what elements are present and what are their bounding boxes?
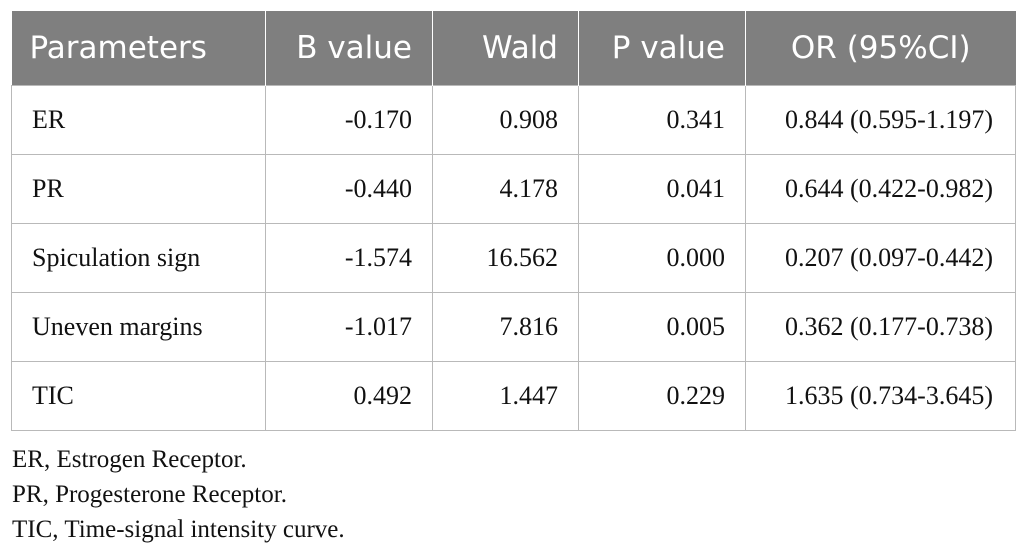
table-row: Spiculation sign -1.574 16.562 0.000 0.2…	[11, 223, 1016, 293]
cell-parameter: Uneven margins	[11, 292, 266, 362]
header-or-ci: OR (95%CI)	[745, 11, 1016, 86]
footnote-pr: PR, Progesterone Receptor.	[12, 481, 287, 508]
table-body: ER -0.170 0.908 0.341 0.844 (0.595-1.197…	[11, 85, 1016, 431]
cell-b-value: -1.017	[265, 292, 433, 362]
cell-p-value: 0.041	[578, 154, 746, 224]
cell-p-value: 0.005	[578, 292, 746, 362]
cell-p-value: 0.229	[578, 361, 746, 431]
cell-or-ci: 0.207 (0.097-0.442)	[745, 223, 1016, 293]
cell-b-value: -0.440	[265, 154, 433, 224]
table-row: Uneven margins -1.017 7.816 0.005 0.362 …	[11, 292, 1016, 362]
cell-wald: 1.447	[432, 361, 579, 431]
cell-p-value: 0.341	[578, 85, 746, 155]
data-table-container: Parameters B value Wald P value OR (95%C…	[11, 11, 1016, 431]
footnote-tic: TIC, Time-signal intensity curve.	[12, 516, 345, 543]
header-p-value: P value	[578, 11, 746, 86]
cell-b-value: -0.170	[265, 85, 433, 155]
cell-wald: 16.562	[432, 223, 579, 293]
cell-parameter: PR	[11, 154, 266, 224]
regression-table: Parameters B value Wald P value OR (95%C…	[11, 11, 1016, 431]
table-row: TIC 0.492 1.447 0.229 1.635 (0.734-3.645…	[11, 361, 1016, 431]
cell-parameter: ER	[11, 85, 266, 155]
header-b-value: B value	[265, 11, 433, 86]
cell-wald: 4.178	[432, 154, 579, 224]
cell-b-value: 0.492	[265, 361, 433, 431]
header-row: Parameters B value Wald P value OR (95%C…	[11, 11, 1016, 86]
cell-parameter: TIC	[11, 361, 266, 431]
cell-or-ci: 1.635 (0.734-3.645)	[745, 361, 1016, 431]
header-parameters: Parameters	[11, 11, 266, 86]
cell-p-value: 0.000	[578, 223, 746, 293]
cell-or-ci: 0.362 (0.177-0.738)	[745, 292, 1016, 362]
footnote-er: ER, Estrogen Receptor.	[12, 446, 247, 473]
table-header: Parameters B value Wald P value OR (95%C…	[11, 11, 1016, 86]
header-wald: Wald	[432, 11, 579, 86]
cell-b-value: -1.574	[265, 223, 433, 293]
table-footnotes: ER, Estrogen Receptor. PR, Progesterone …	[12, 442, 345, 547]
cell-wald: 7.816	[432, 292, 579, 362]
table-row: PR -0.440 4.178 0.041 0.644 (0.422-0.982…	[11, 154, 1016, 224]
cell-wald: 0.908	[432, 85, 579, 155]
cell-or-ci: 0.844 (0.595-1.197)	[745, 85, 1016, 155]
cell-or-ci: 0.644 (0.422-0.982)	[745, 154, 1016, 224]
table-row: ER -0.170 0.908 0.341 0.844 (0.595-1.197…	[11, 85, 1016, 155]
cell-parameter: Spiculation sign	[11, 223, 266, 293]
